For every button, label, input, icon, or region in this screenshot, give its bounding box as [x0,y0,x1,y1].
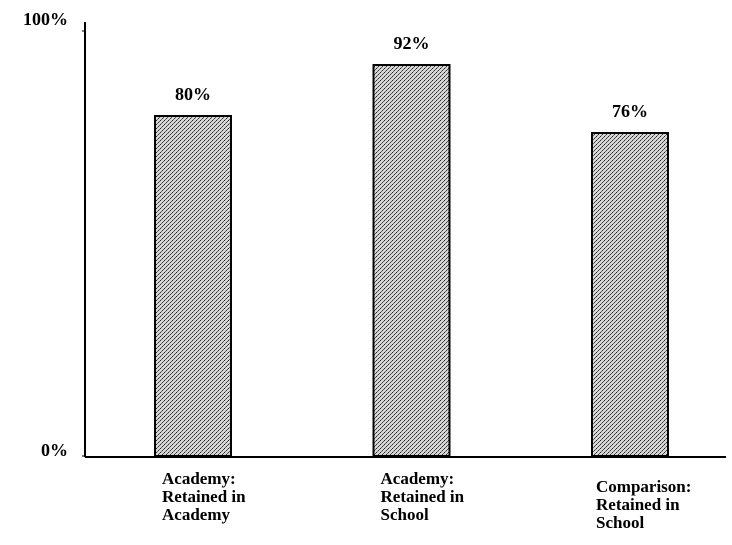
x-tick-label: Comparison: Retained in School [596,477,692,532]
y-tick-label: 0% [41,440,68,460]
data-label: 92% [394,33,430,53]
data-label: 80% [175,84,211,104]
x-tick-label: Academy: Retained in Academy [162,469,246,524]
y-tick-label: 100% [23,9,68,29]
bar [372,64,451,457]
bar [591,132,669,457]
bar [154,115,232,457]
data-label: 76% [612,101,648,121]
x-tick-label: Academy: Retained in School [380,469,465,524]
